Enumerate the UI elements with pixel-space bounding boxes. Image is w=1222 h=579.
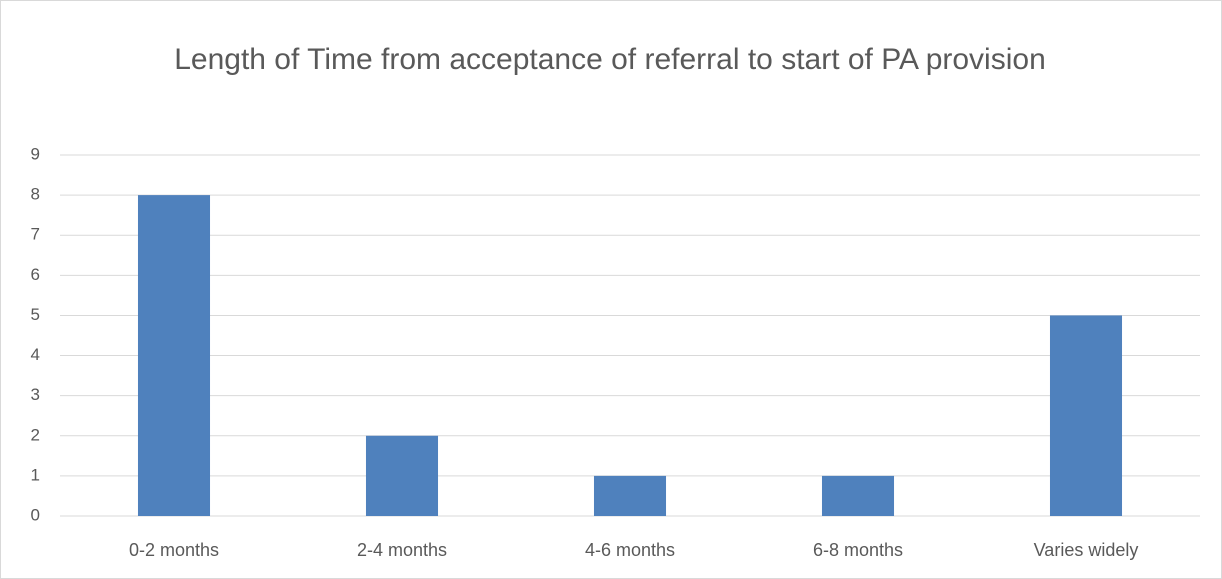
bar [365, 435, 439, 516]
y-tick-label: 5 [31, 305, 40, 324]
x-tick-label: 2-4 months [357, 540, 447, 560]
y-tick-label: 9 [31, 144, 40, 163]
bar [1049, 315, 1123, 516]
y-tick-label: 3 [31, 385, 40, 404]
x-tick-label: 6-8 months [813, 540, 903, 560]
y-tick-label: 4 [31, 345, 40, 364]
y-tick-label: 8 [31, 185, 40, 204]
y-tick-label: 7 [31, 225, 40, 244]
x-tick-label: Varies widely [1034, 540, 1139, 560]
bar [593, 475, 667, 516]
x-tick-label: 0-2 months [129, 540, 219, 560]
x-tick-label: 4-6 months [585, 540, 675, 560]
bar [137, 195, 211, 516]
bar [821, 475, 895, 516]
y-tick-label: 0 [31, 505, 40, 524]
y-tick-label: 1 [31, 465, 40, 484]
y-tick-label: 2 [31, 425, 40, 444]
y-tick-label: 6 [31, 265, 40, 284]
chart-title: Length of Time from acceptance of referr… [174, 43, 1046, 76]
